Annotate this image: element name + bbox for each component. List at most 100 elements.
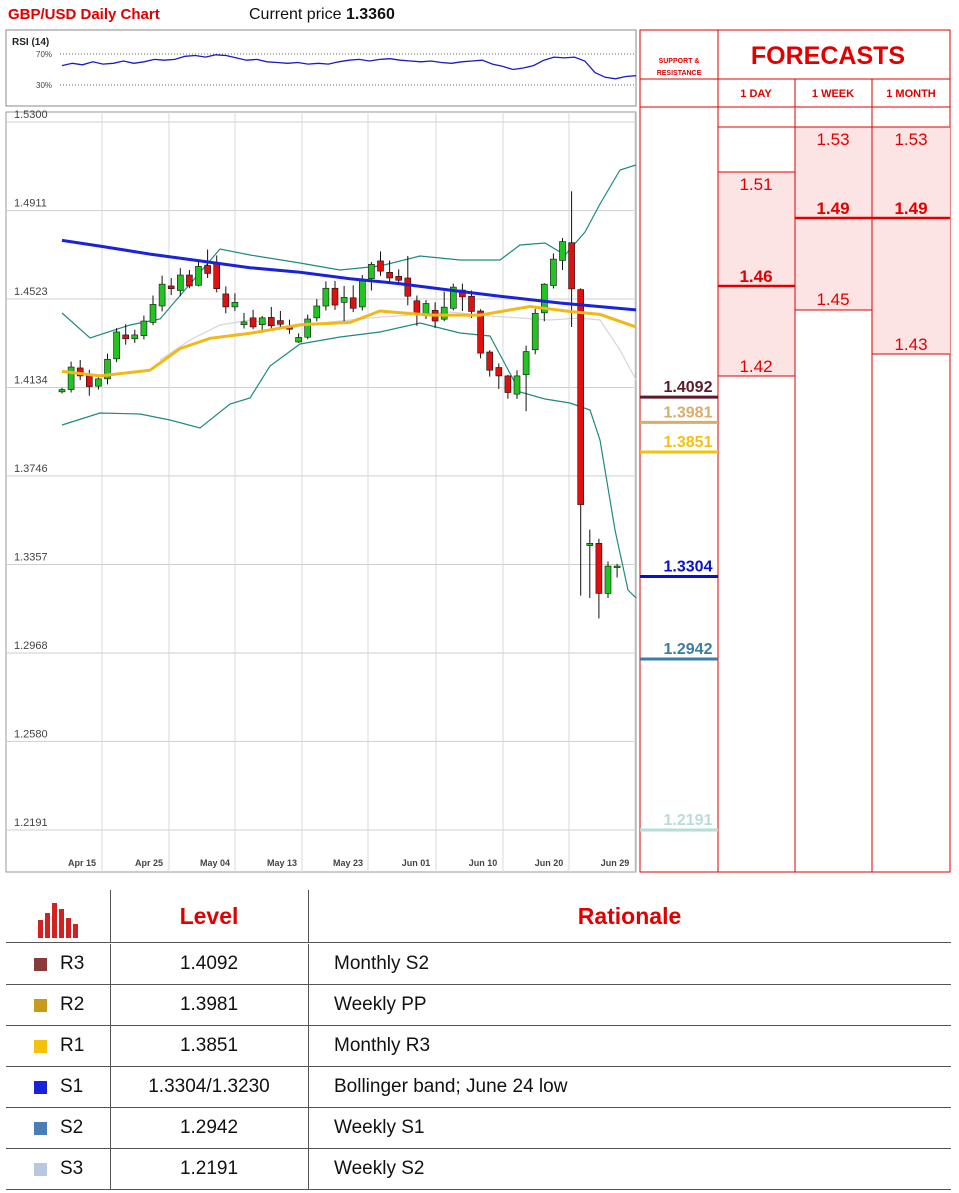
y-tick-label: 1.4523 [14,286,48,298]
moving-average-gray [159,311,637,381]
level-label: 1.2191 [664,812,713,829]
candle-body [513,375,521,395]
x-tick-label: Jun 10 [469,858,498,868]
candle-body [540,283,548,314]
candle-body [295,337,302,343]
table-row: R2 1.3981 Weekly PP [6,985,951,1026]
bar-chart-icon [38,903,78,938]
candle-body [277,320,284,325]
candle-body [449,286,457,309]
week-band-2 [795,218,872,310]
support-resistance-levels: 1.4092 1.3981 1.3851 1.3304 1.2942 1.2191 [640,379,718,832]
week-forecast-1: 1.53 [816,130,849,149]
price-plot-area [5,111,637,873]
candle-body [395,276,403,281]
x-tick-label: Jun 20 [535,858,564,868]
candle-body [231,302,239,308]
level-label: 1.4092 [664,379,713,396]
candle-body [358,279,366,308]
month-band-1 [872,127,950,218]
candle-body [95,378,102,387]
y-tick-label: 1.2968 [14,640,48,652]
day-forecast-3: 1.42 [739,357,772,376]
y-axis-labels: 1.5300 1.4911 1.4523 1.4134 1.3746 1.3357 1.29… [14,109,48,829]
candle-body [113,331,120,360]
candle-body [368,264,375,279]
forecast-panel: SUPPORT & RESISTANCE FORECASTS 1 DAY 1 W… [639,29,951,873]
candle-body [58,389,66,393]
candle-body [422,303,430,315]
chart-svg: RSI (14) 70% 30% 1.5300 1.4911 1.4523 1.413… [5,29,951,873]
current-price-value: 1.3360 [345,6,395,23]
candle-body [322,287,330,307]
level-rationale: Bollinger band; June 24 low [334,1076,568,1097]
candle-body [504,375,512,393]
level-name: R1 [60,1035,85,1056]
y-tick-label: 1.2191 [14,817,48,829]
candle-body [604,565,612,594]
sr-header-line1: SUPPORT & [659,58,700,65]
level-value: 1.2191 [179,1158,239,1179]
moving-average-yellow [61,304,637,378]
y-tick-label: 1.5300 [14,109,48,121]
table-row: S2 1.2942 Weekly S1 [6,1108,951,1149]
candle-body [195,266,202,286]
level-rationale: Monthly R3 [334,1035,431,1056]
forecasts-title: FORECASTS [751,42,905,70]
sr-header-line2: RESISTANCE [657,70,702,77]
candle-body [67,366,75,390]
y-tick-label: 1.3746 [14,463,48,475]
candle-body [550,258,557,286]
candle-body [177,274,184,291]
x-tick-label: May 04 [200,858,230,868]
candle-body [86,374,93,387]
candle-body [586,542,594,546]
chart-title: GBP/USD Daily Chart [8,6,160,23]
candle-body [186,274,193,287]
level-rationale: Monthly S2 [334,953,430,974]
candle-body [595,542,603,594]
rsi-label: RSI (14) [12,37,49,48]
table-header: Level Rationale [6,890,951,943]
candle-body [349,297,357,309]
month-forecast-1: 1.53 [894,130,927,149]
candle-body [267,317,275,327]
level-rationale: Weekly PP [334,994,427,1015]
candle-body [258,317,266,325]
level-value: 1.3981 [179,994,239,1015]
level-rationale: Weekly S1 [334,1117,425,1138]
level-value: 1.2942 [179,1117,239,1138]
level-value: 1.3304/1.3230 [148,1076,270,1097]
x-tick-label: Apr 15 [68,858,96,868]
candle-body [568,242,575,290]
level-swatch [34,1040,47,1053]
candle-body [477,310,484,354]
level-swatch [34,1081,47,1094]
bollinger-upper-band [61,164,637,339]
col-1week: 1 WEEK [812,88,854,100]
candle-body [486,351,494,371]
level-swatch [34,958,47,971]
price-grid [6,112,636,872]
candle-body [213,263,220,289]
level-label: 1.3304 [664,559,713,576]
candle-body [531,312,539,351]
candle-body [122,334,129,340]
level-name: R3 [60,953,85,974]
candle-body [440,306,448,320]
day-forecast-2: 1.46 [739,267,772,286]
rsi-line [61,54,637,80]
level-swatch [34,1122,47,1135]
table-row: R1 1.3851 Monthly R3 [6,1026,951,1067]
candle-body [249,317,257,328]
level-label: 1.3851 [664,434,713,451]
candle-body [386,271,393,279]
week-band-1 [795,127,872,218]
level-header: Level [179,903,239,929]
candle-body [131,334,139,340]
bollinger-lower-band [61,322,637,599]
rsi-upper-label: 70% [36,50,52,59]
rsi-lower-label: 30% [36,81,52,90]
candle-body [149,304,157,323]
x-axis-labels: Apr 15 Apr 25 May 04 May 13 May 23 Jun 01 Jun … [68,858,629,868]
